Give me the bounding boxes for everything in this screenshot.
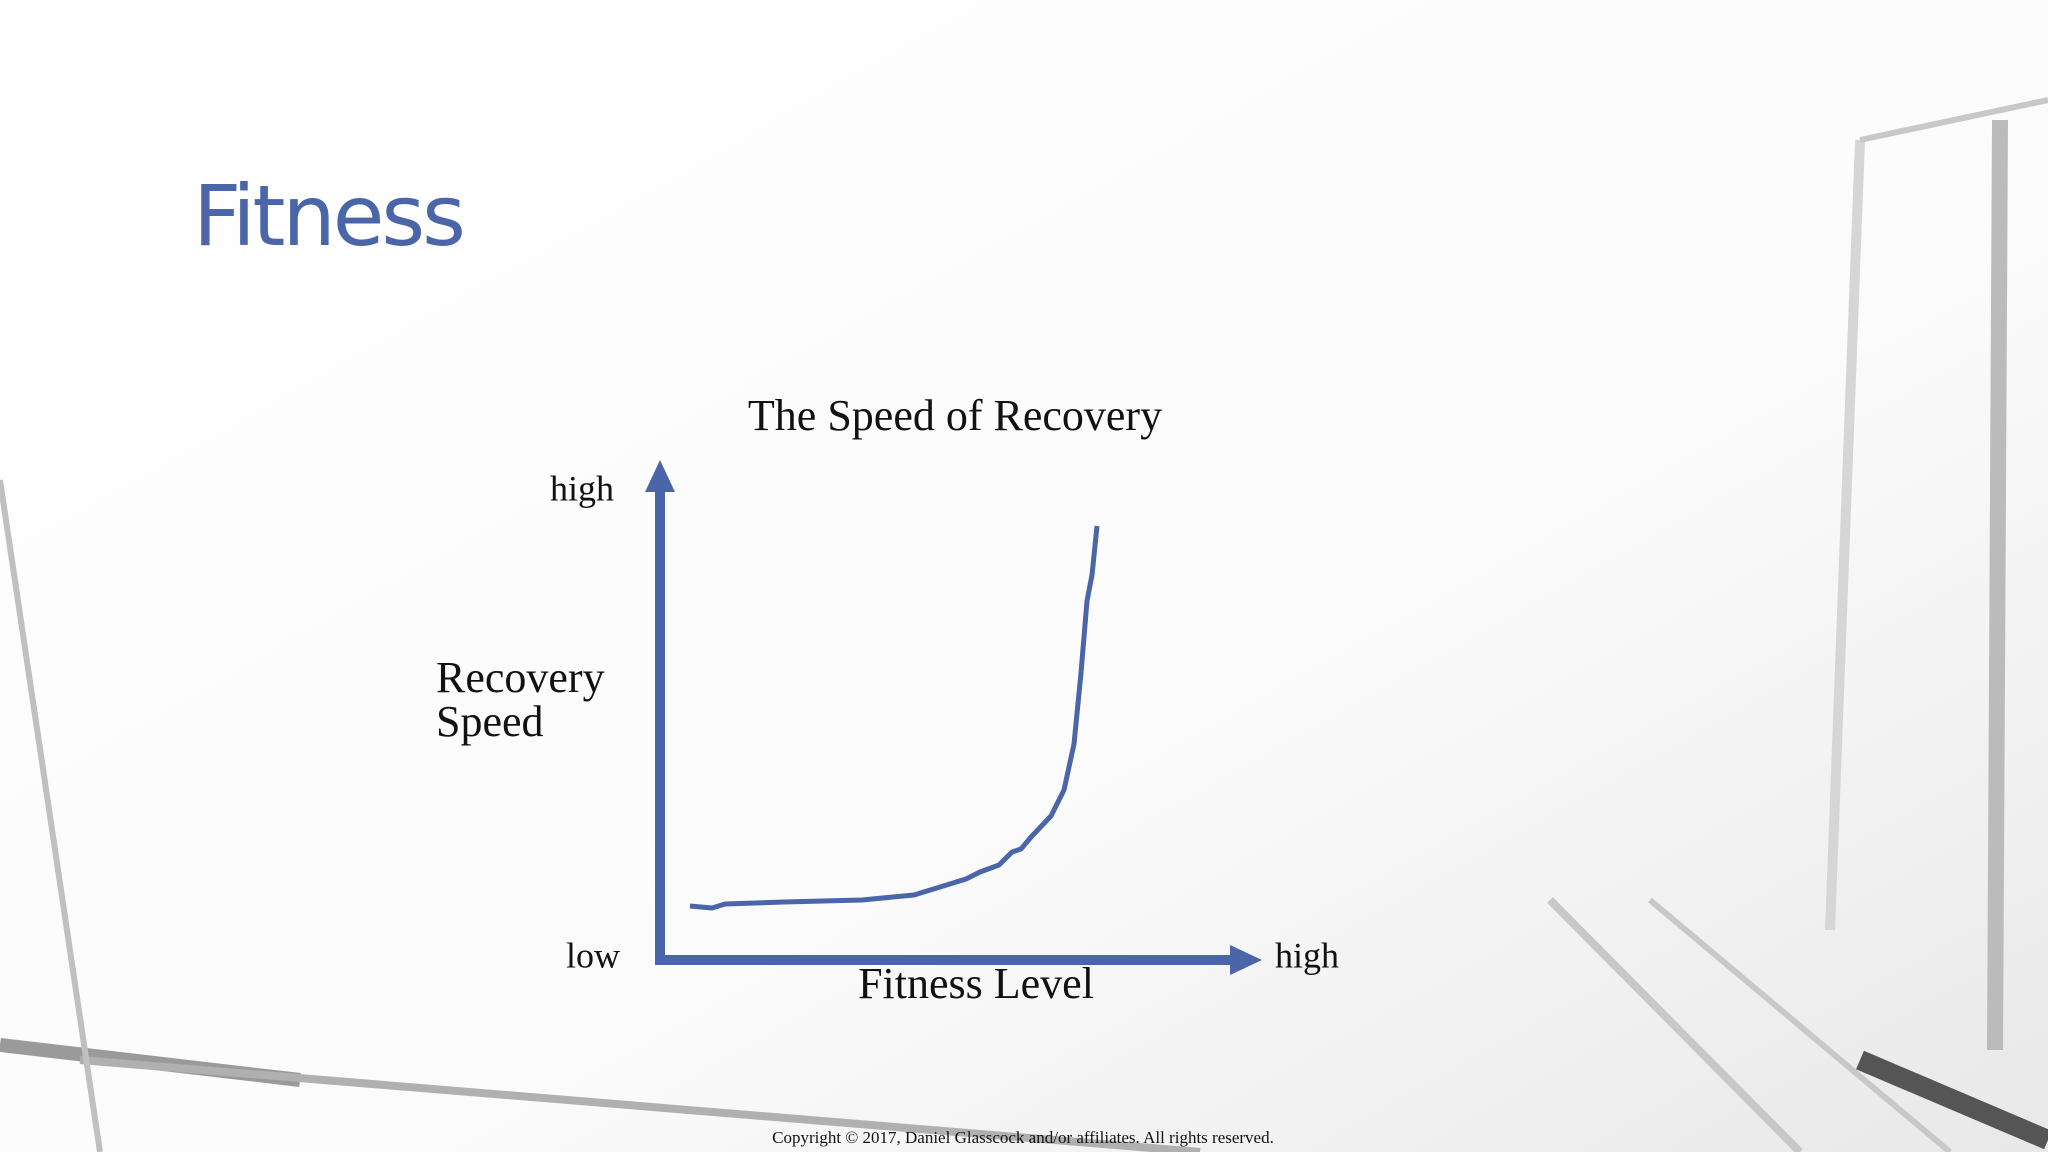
origin-label: low [566,935,620,975]
axes [645,460,1262,975]
copyright: Copyright © 2017, Daniel Glasscock and/o… [772,1128,1274,1147]
y-axis-arrow [645,460,675,492]
x-axis-high: high [1275,935,1339,975]
y-axis-high: high [550,468,614,508]
recovery-curve [689,525,1100,911]
diagram-title: The Speed of Recovery [748,391,1162,440]
y-axis-label: Speed [436,697,544,746]
slide-title: Fitness [193,167,463,265]
y-axis-label: Recovery [436,653,605,702]
y-axis [655,485,665,965]
background-decoration [0,97,2048,1152]
x-axis [655,955,1235,965]
x-axis-label: Fitness Level [858,959,1094,1008]
x-axis-arrow [1230,945,1262,975]
